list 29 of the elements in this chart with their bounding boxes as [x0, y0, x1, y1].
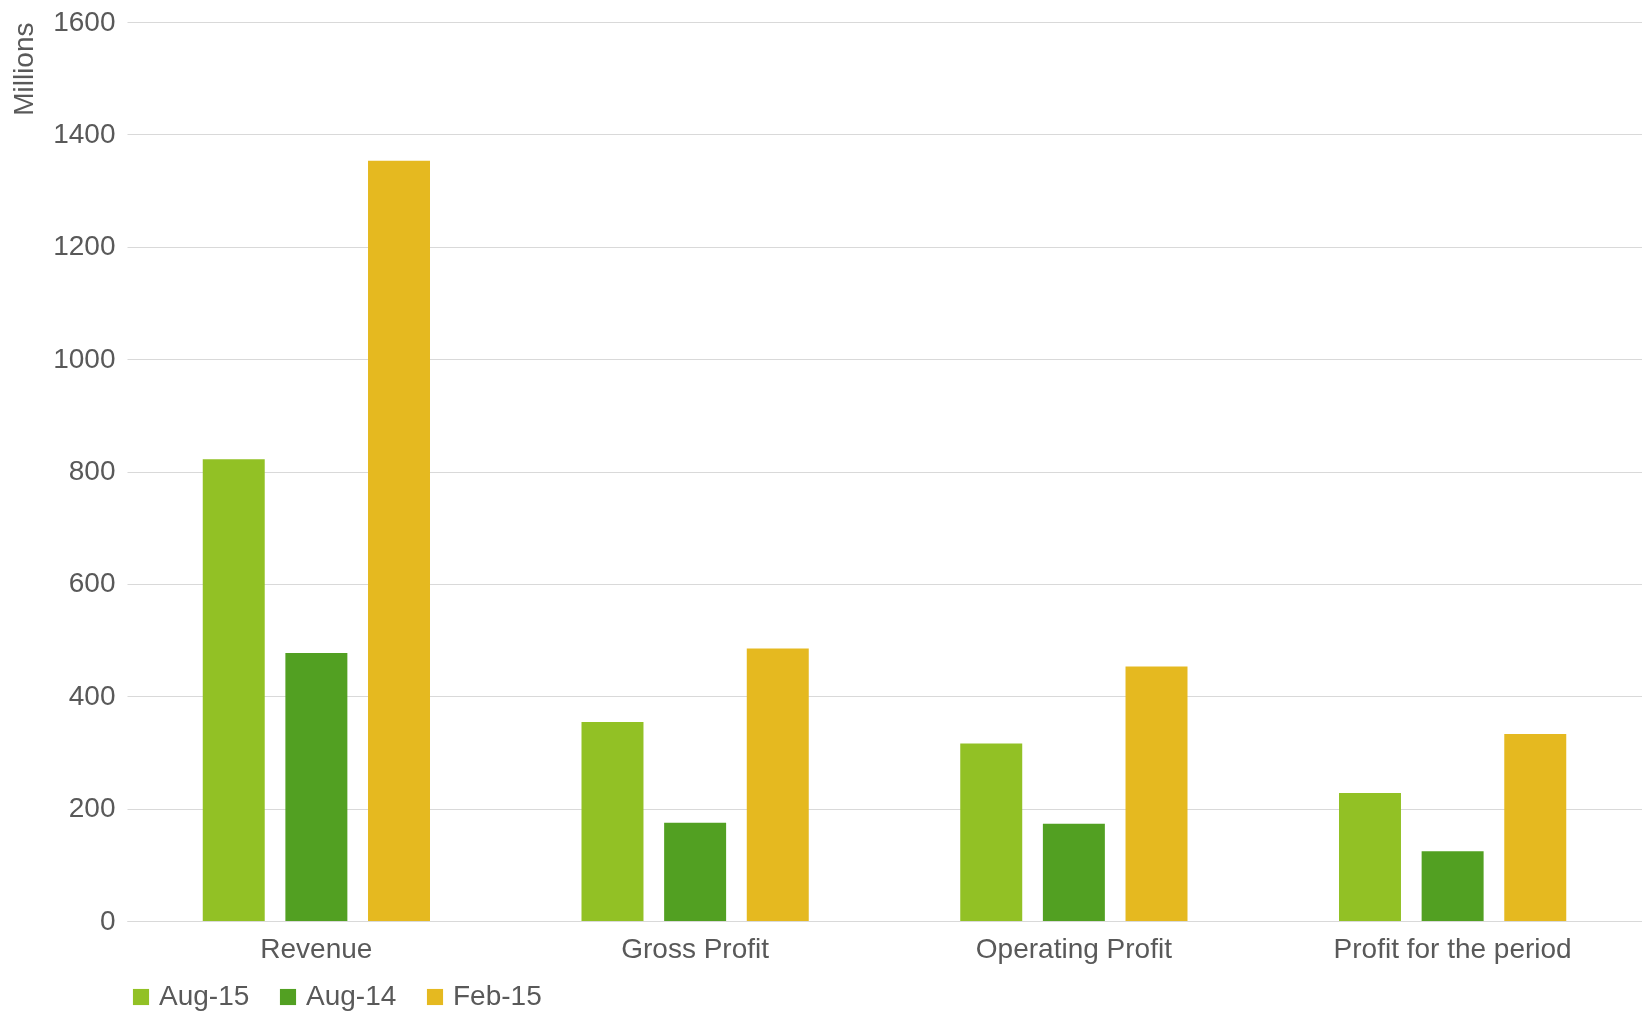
x-tick-label: Operating Profit: [975, 932, 1173, 964]
y-tick-label: 1400: [53, 117, 116, 149]
y-tick-label: 600: [68, 567, 116, 599]
legend-label: Feb-15: [453, 980, 542, 1011]
y-tick-label: 200: [68, 792, 116, 824]
bar: [368, 160, 430, 921]
bar: [1421, 851, 1484, 921]
y-tick-label: 0: [99, 904, 116, 936]
bar: [1504, 733, 1567, 921]
x-tick-label: Profit for the period: [1333, 932, 1572, 964]
y-tick-label: 800: [68, 455, 116, 486]
y-tick-label: 1000: [53, 342, 116, 374]
bar: [664, 822, 727, 921]
legend-label: Aug-14: [306, 980, 397, 1011]
y-tick-label: 1200: [53, 230, 116, 262]
x-tick-label: Gross Profit: [621, 932, 770, 964]
y-axis-title: Millions: [8, 22, 40, 116]
bar: [960, 743, 1023, 921]
bar: [1125, 666, 1188, 921]
bar: [1042, 823, 1105, 921]
legend-label: Aug-15: [159, 980, 250, 1011]
y-tick-label: 1600: [53, 5, 116, 37]
bar: [285, 652, 348, 921]
bar: [581, 722, 644, 921]
bar: [1339, 792, 1401, 921]
bar: [746, 648, 809, 921]
bar: [202, 459, 265, 921]
x-tick-label: Revenue: [260, 932, 373, 964]
y-tick-label: 400: [68, 679, 116, 711]
